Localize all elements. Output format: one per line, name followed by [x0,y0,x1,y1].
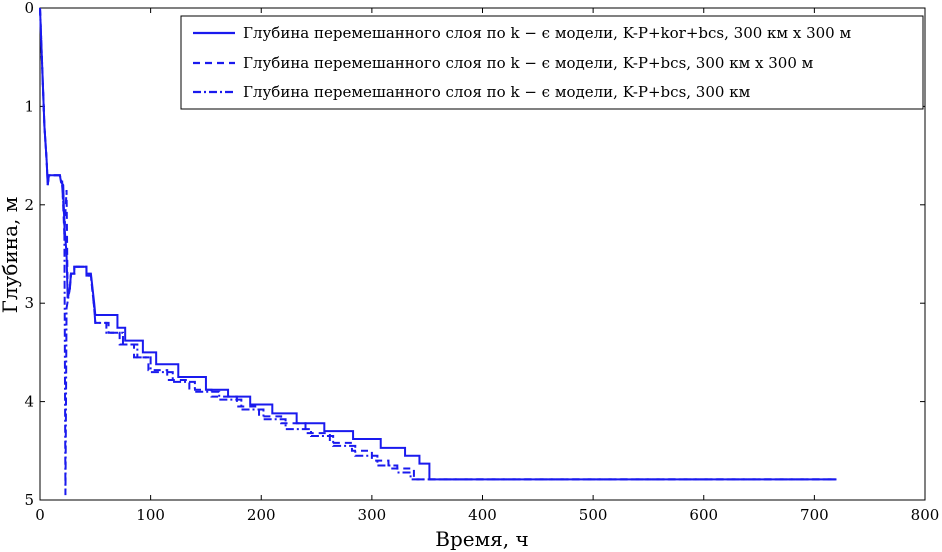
series-layer [39,7,837,496]
y-tick-label: 0 [24,0,34,17]
y-tick-label: 5 [24,491,34,509]
legend-entry-3: Глубина перемешанного слоя по k − ϵ моде… [243,83,751,101]
y-tick-label: 3 [24,294,34,312]
x-tick-label: 700 [800,506,829,524]
y-tick-label: 2 [24,196,34,214]
legend-entry-2: Глубина перемешанного слоя по k − ϵ моде… [243,54,814,72]
x-tick-label: 100 [136,506,165,524]
x-tick-label: 500 [579,506,608,524]
y-tick-label: 1 [24,97,34,115]
y-axis-title: Глубина, м [0,197,22,314]
legend-box [180,15,924,110]
series-line-dashed [39,7,837,481]
x-tick-label: 300 [358,506,387,524]
axis-ticks: 0 100 200 300 400 500 600 700 800 0 1 2 3 4 5 [24,0,939,524]
x-tick-label: 400 [468,506,497,524]
legend-entry-1: Глубина перемешанного слоя по k − ϵ моде… [243,24,851,42]
x-tick-label: 200 [247,506,276,524]
y-tick-label: 4 [24,393,34,411]
legend: Глубина перемешанного слоя по k − ϵ моде… [180,15,924,110]
x-axis-title: Время, ч [435,527,528,551]
x-tick-label: 800 [911,506,940,524]
series-line-dashdot [39,7,837,496]
x-tick-label: 0 [35,506,45,524]
x-tick-label: 600 [689,506,718,524]
